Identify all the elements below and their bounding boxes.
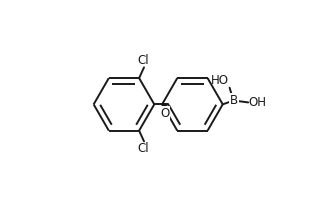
Text: B: B (229, 94, 237, 107)
Text: O: O (160, 107, 170, 120)
Text: Cl: Cl (137, 142, 149, 155)
Text: HO: HO (211, 74, 228, 87)
Text: OH: OH (249, 96, 267, 109)
Text: Cl: Cl (137, 54, 149, 67)
